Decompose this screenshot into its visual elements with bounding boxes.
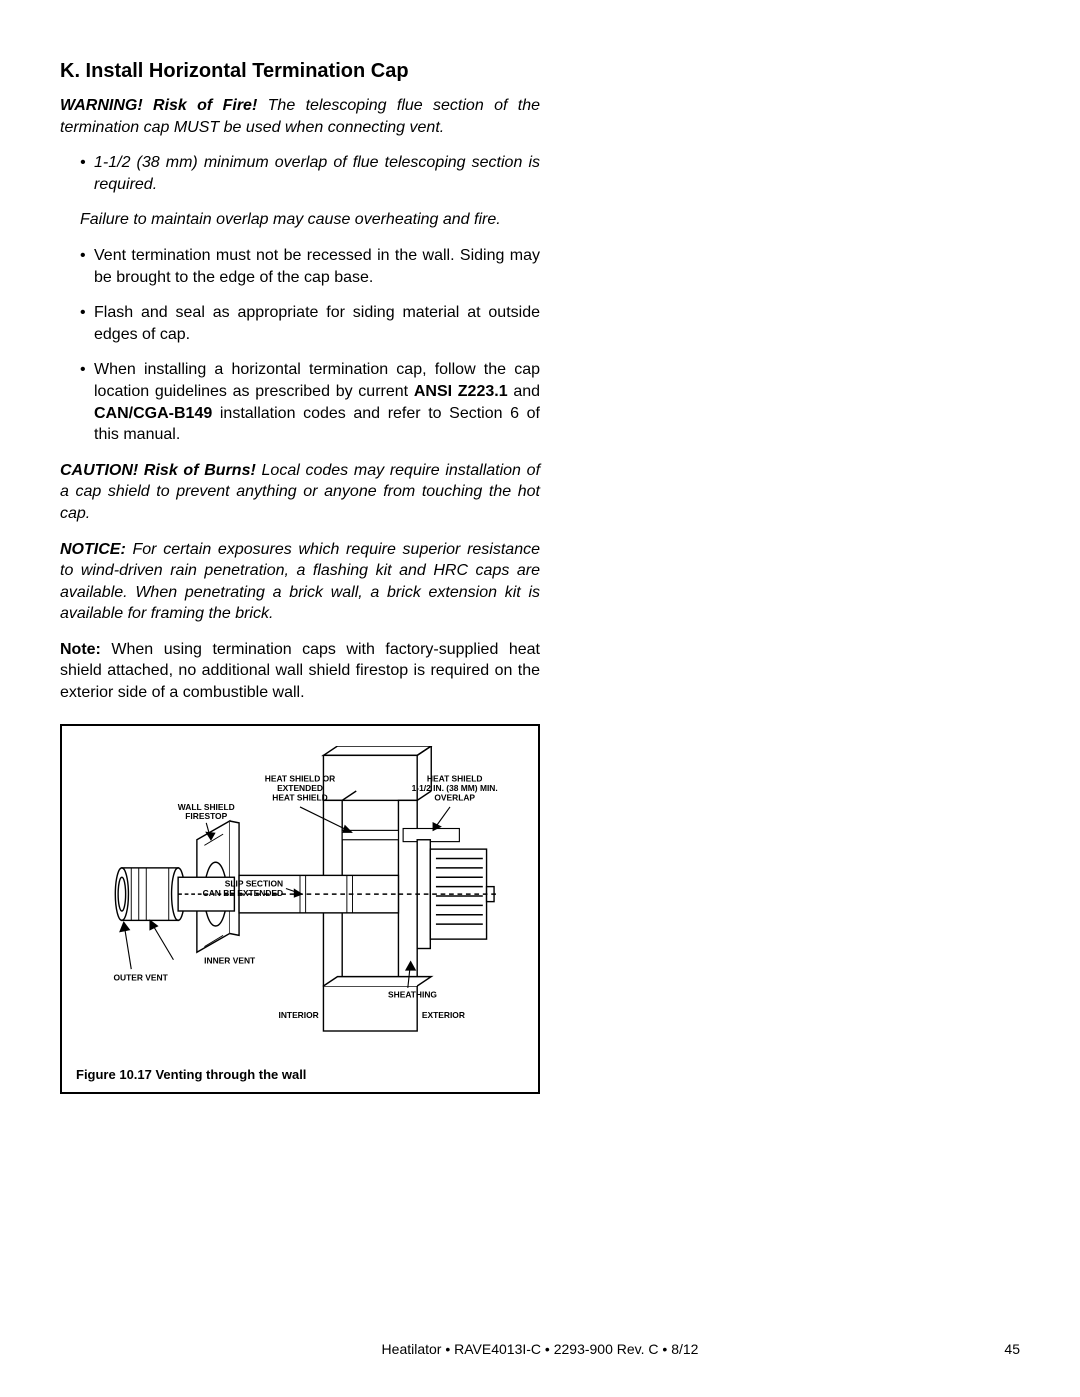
- label-interior: INTERIOR: [279, 1010, 319, 1020]
- label-heat-shield-3: OVERLAP: [434, 792, 475, 802]
- bullet-flash-seal: Flash and seal as appropriate for siding…: [80, 302, 540, 345]
- ansi-code-1: ANSI Z223.1: [414, 383, 508, 400]
- page-footer: Heatilator • RAVE4013I-C • 2293-900 Rev.…: [0, 1341, 1080, 1357]
- label-sheathing: SHEATHING: [388, 989, 437, 999]
- bullet-overlap-requirement: 1-1/2 (38 mm) minimum overlap of flue te…: [80, 152, 540, 195]
- label-heat-shield-ext-3: HEAT SHIELD: [272, 792, 328, 802]
- bullet-vent-termination: Vent termination must not be recessed in…: [80, 245, 540, 288]
- notice-body: For certain exposures which require supe…: [60, 541, 540, 623]
- caution-label: CAUTION! Risk of Burns!: [60, 462, 256, 479]
- note-text: Note: When using termination caps with f…: [60, 639, 540, 704]
- warning-risk-of-fire: WARNING! Risk of Fire! The telescoping f…: [60, 95, 540, 138]
- figure-caption: Figure 10.17 Venting through the wall: [70, 1067, 530, 1082]
- caution-risk-of-burns: CAUTION! Risk of Burns! Local codes may …: [60, 460, 540, 525]
- label-exterior: EXTERIOR: [422, 1010, 465, 1020]
- label-wall-shield-2: FIRESTOP: [185, 811, 227, 821]
- venting-diagram-svg: HEAT SHIELD OR EXTENDED HEAT SHIELD HEAT…: [70, 746, 530, 1046]
- note-body: When using termination caps with factory…: [60, 641, 540, 701]
- section-heading: K. Install Horizontal Termination Cap: [60, 60, 540, 83]
- failure-text: Failure to maintain overlap may cause ov…: [80, 209, 540, 231]
- note-label: Note:: [60, 641, 101, 658]
- ansi-code-2: CAN/CGA-B149: [94, 405, 212, 422]
- ansi-mid: and: [508, 383, 540, 400]
- notice-text: NOTICE: For certain exposures which requ…: [60, 539, 540, 625]
- label-inner-vent: INNER VENT: [204, 955, 256, 965]
- label-slip-2: CAN BE EXTENDED: [203, 888, 284, 898]
- bullet-ansi: When installing a horizontal termination…: [80, 359, 540, 445]
- warning-label: WARNING! Risk of Fire!: [60, 97, 257, 114]
- figure-10-17: HEAT SHIELD OR EXTENDED HEAT SHIELD HEAT…: [60, 724, 540, 1094]
- notice-label: NOTICE:: [60, 541, 126, 558]
- label-outer-vent: OUTER VENT: [113, 972, 168, 982]
- page-number: 45: [1004, 1341, 1020, 1357]
